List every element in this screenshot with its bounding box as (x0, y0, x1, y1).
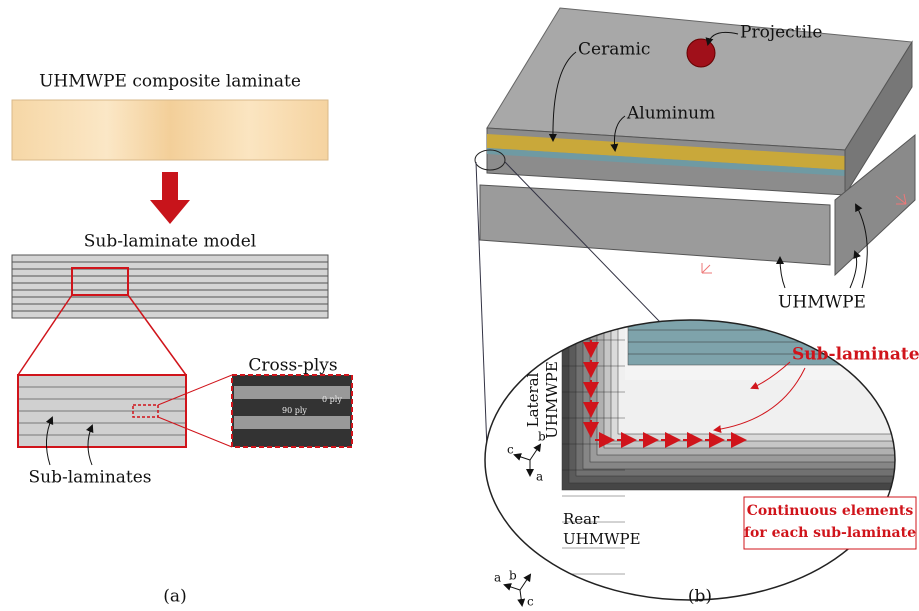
laminate (12, 100, 328, 160)
axis-label: a (494, 571, 501, 585)
sublaminates-label: Sub-laminates (792, 345, 919, 365)
figure: UHMWPE composite laminate Sub-laminate m… (0, 0, 919, 611)
note: for each sub-laminate (744, 525, 916, 541)
axis-label: b (538, 430, 546, 444)
lateral-label: UHMWPE (543, 361, 561, 439)
caption: (a) (163, 587, 186, 607)
caption: (b) (688, 587, 712, 607)
axis-label: c (507, 443, 514, 457)
projectile (687, 39, 715, 67)
note: Continuous elements (747, 503, 914, 519)
panel-b: Projectile Ceramic Aluminum UHMWPE Later… (475, 8, 919, 610)
axis-label: a (536, 470, 543, 484)
rear-label: Rear (563, 510, 600, 528)
sublaminate-model (12, 255, 328, 318)
ply-label: 0 ply (322, 395, 342, 404)
ceramic-label: Ceramic (578, 40, 650, 60)
panel-a: UHMWPE composite laminate Sub-laminate m… (12, 72, 352, 607)
projectile-label: Projectile (740, 23, 822, 43)
uhmwpe-label: UHMWPE (778, 293, 866, 313)
arrow (162, 172, 178, 202)
rear-plate (480, 185, 830, 265)
model-label: Sub-laminate model (84, 232, 256, 252)
arrow-head (150, 200, 190, 224)
aluminum-label: Aluminum (626, 104, 715, 124)
cross-plys-label: Cross-plys (248, 356, 337, 376)
axis-label: c (527, 595, 534, 609)
ply (234, 416, 350, 429)
direction-arrow (702, 263, 712, 273)
slab-top (487, 8, 912, 150)
sublaminates-label: Sub-laminates (28, 468, 151, 488)
ply-label: 90 ply (282, 406, 307, 415)
pointer (780, 258, 785, 288)
laminate-title: UHMWPE composite laminate (39, 72, 301, 92)
lateral-label: Lateral (524, 372, 542, 427)
rear-label: UHMWPE (563, 530, 641, 548)
axis-label: b (509, 569, 517, 583)
